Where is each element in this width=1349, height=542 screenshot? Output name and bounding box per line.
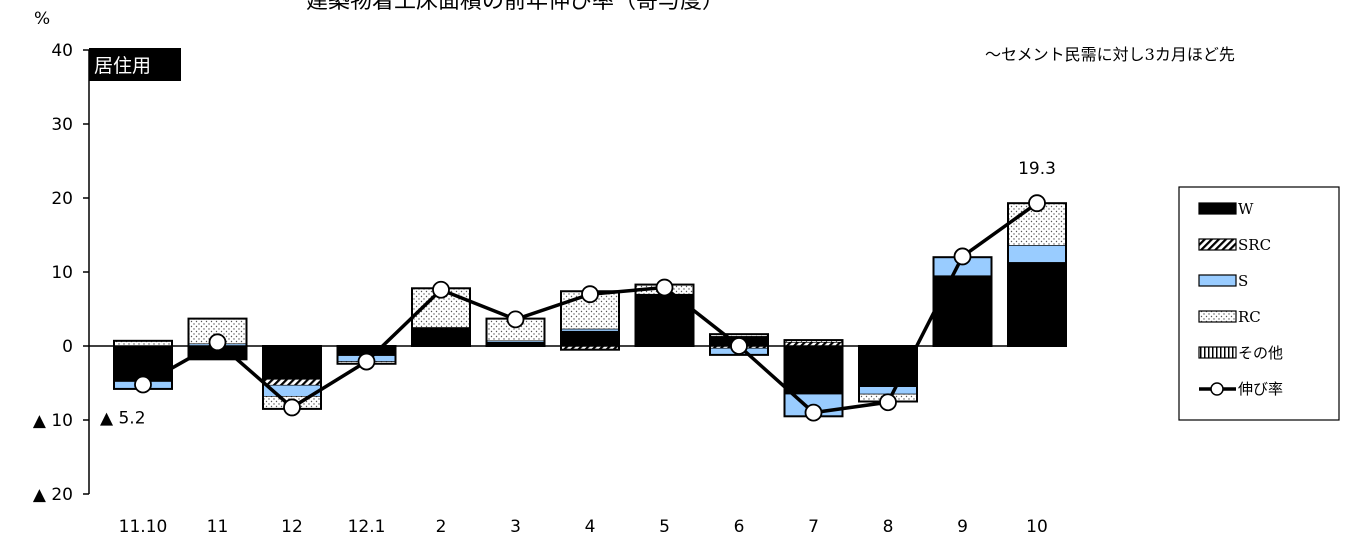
legend-label: RC	[1238, 308, 1261, 326]
legend-swatch-S	[1198, 274, 1237, 287]
growth-rate-point	[804, 403, 823, 422]
x-tick-label: 12.1	[348, 517, 386, 537]
y-tick-label: ▲ 10	[33, 411, 73, 431]
bar-segment-SRC	[262, 378, 322, 386]
x-tick-label: 4	[585, 517, 596, 537]
bar-segment-W	[784, 345, 843, 395]
legend-swatch-W	[1198, 202, 1237, 215]
subtitle-badge-label: 居住用	[94, 55, 151, 77]
bar-segment-S	[858, 386, 918, 395]
growth-rate-point	[655, 278, 674, 297]
growth-rate-point	[879, 393, 897, 412]
legend-swatch-SRC	[1198, 238, 1237, 251]
y-tick-label: 10	[51, 263, 73, 283]
legend-swatch-その他	[1198, 346, 1237, 359]
growth-rate-point	[730, 337, 748, 355]
bar-segment-W	[560, 330, 620, 347]
data-label: 19.3	[1018, 159, 1056, 179]
subtitle-badge: 居住用	[89, 48, 181, 81]
bar-segment-W	[262, 345, 322, 380]
x-tick-label: 9	[957, 517, 968, 537]
legend-box	[1178, 186, 1340, 421]
x-tick-label: 12	[281, 517, 303, 537]
growth-rate-point	[506, 310, 525, 329]
x-tick-label: 6	[734, 517, 745, 537]
bar-segment-W	[411, 327, 471, 347]
subtitle-badge-background	[89, 48, 181, 81]
legend-line-marker	[1210, 382, 1224, 396]
bar-segment-W	[1007, 262, 1067, 347]
bar-segment-S	[560, 328, 620, 332]
y-tick-label: 0	[62, 337, 73, 357]
x-tick-label: 11	[207, 517, 229, 537]
legend-label: その他	[1238, 344, 1283, 362]
growth-rate-point	[283, 398, 301, 417]
bars-group	[113, 202, 1067, 418]
bar-outline	[187, 317, 248, 361]
growth-rate-point	[581, 285, 599, 304]
x-tick-label: 10	[1026, 517, 1048, 537]
growth-rate-point	[134, 375, 152, 394]
y-tick-label: 40	[51, 41, 73, 61]
x-tick-label: 8	[883, 517, 894, 537]
data-labels: ▲ 5.2 19.3	[100, 159, 1056, 428]
legend-label: S	[1238, 272, 1248, 290]
bar-segment-S	[1007, 245, 1067, 263]
y-axis-unit-label: %	[34, 9, 50, 29]
y-tick-label: 30	[51, 115, 73, 135]
growth-rate-line	[134, 194, 1046, 422]
x-tick-label: 3	[510, 517, 521, 537]
growth-rate-point	[357, 352, 376, 371]
x-axis-categories: 11.10 11 12 12.1 2 3 4 5 6 7 8 9 10	[119, 517, 1048, 537]
x-tick-label: 11.10	[119, 517, 168, 537]
legend-label: SRC	[1238, 236, 1271, 254]
legend-swatch-RC	[1198, 310, 1237, 323]
growth-rate-point	[1028, 194, 1046, 213]
x-tick-label: 7	[808, 517, 819, 537]
y-tick-label: 20	[51, 189, 73, 209]
bar-segment-W	[933, 275, 992, 347]
growth-rate-point	[953, 247, 972, 266]
x-tick-label: 2	[436, 517, 447, 537]
data-label: ▲ 5.2	[100, 408, 146, 428]
chart-note: ～セメント民需に対し3カ月ほど先	[985, 45, 1235, 64]
y-axis: 40 30 20 10 0 ▲ 10 ▲ 20	[33, 41, 90, 505]
y-tick-label: ▲ 20	[33, 485, 73, 505]
chart-title: 建築物着工床面積の前年伸び率（寄与度）	[306, 0, 724, 14]
legend-label: 伸び率	[1238, 380, 1283, 398]
x-tick-label: 5	[659, 517, 670, 537]
growth-rate-point	[432, 280, 450, 299]
growth-rate-point	[208, 333, 227, 352]
legend-label: W	[1238, 200, 1254, 218]
